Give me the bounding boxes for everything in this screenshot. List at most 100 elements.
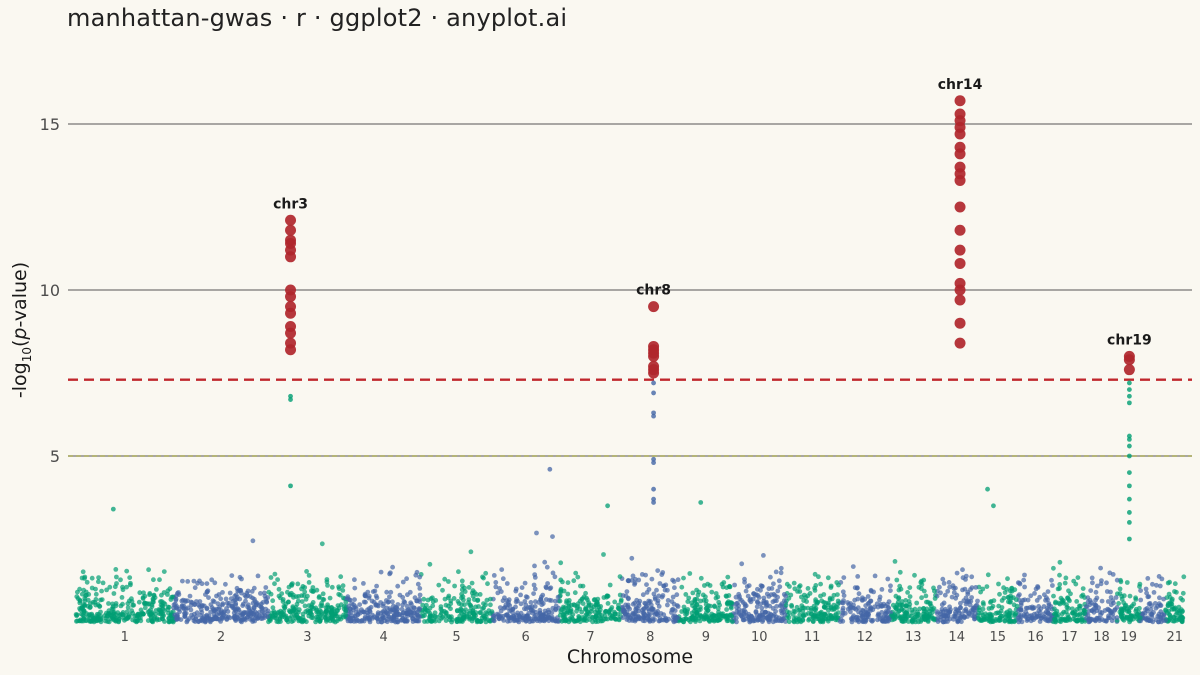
snp-point: [729, 613, 735, 619]
snp-point: [716, 612, 722, 618]
snp-point: [1028, 593, 1034, 599]
snp-point: [758, 601, 763, 607]
snp-point: [1042, 592, 1047, 598]
snp-point: [1137, 615, 1143, 621]
snp-point: [270, 598, 276, 604]
snp-point: [80, 606, 86, 612]
snp-point: [689, 600, 694, 606]
snp-point: [969, 595, 974, 600]
snp-point: [1061, 598, 1066, 604]
snp-point: [906, 619, 911, 624]
snp-point: [924, 613, 930, 619]
snp-point: [784, 581, 790, 587]
snp-point: [317, 594, 322, 599]
snp-point: [160, 603, 166, 609]
snp-point: [703, 606, 709, 611]
snp-point: [976, 607, 982, 613]
snp-point: [1008, 599, 1013, 604]
snp-point: [609, 616, 614, 621]
snp-point: [427, 561, 433, 567]
snp-point: [132, 613, 138, 619]
snp-point: [506, 613, 511, 619]
snp-point: [200, 603, 205, 608]
snp-point: [806, 617, 811, 623]
snp-point: [1057, 559, 1063, 565]
snp-point: [932, 588, 937, 594]
snp-point: [302, 589, 308, 595]
snp-point: [382, 608, 387, 614]
snp-point: [190, 615, 196, 621]
snp-point: [724, 618, 730, 624]
snp-point: [665, 598, 671, 603]
significant-snp-point: [648, 367, 660, 379]
snp-point: [427, 618, 433, 623]
snp-point: [251, 605, 257, 610]
snp-point: [304, 569, 309, 574]
snp-point: [528, 600, 534, 605]
snp-point: [243, 598, 248, 604]
snp-point: [909, 607, 915, 613]
snp-point: [954, 570, 960, 576]
snp-point: [294, 594, 299, 600]
snp-point: [518, 592, 523, 598]
snp-point: [80, 569, 86, 575]
snp-point: [985, 486, 990, 492]
snp-point: [380, 613, 385, 619]
snp-point: [819, 612, 825, 618]
snp-point: [828, 583, 834, 589]
snp-point: [812, 588, 818, 593]
snp-point: [198, 612, 203, 618]
snp-point: [340, 583, 346, 589]
snp-point: [601, 616, 607, 622]
snp-point: [818, 581, 823, 587]
snp-point: [1043, 597, 1048, 603]
snp-point: [417, 586, 423, 591]
snp-point: [1161, 596, 1166, 602]
snp-point: [594, 607, 600, 613]
snp-point: [897, 583, 903, 589]
snp-point: [301, 593, 307, 598]
snp-point: [121, 615, 126, 621]
snp-point: [565, 591, 571, 597]
snp-point: [1173, 612, 1179, 618]
snp-point: [856, 609, 861, 615]
snp-point: [1145, 576, 1151, 581]
snp-point: [1146, 617, 1152, 623]
snp-point: [146, 567, 152, 573]
snp-point: [953, 595, 959, 601]
snp-point: [755, 586, 760, 592]
snp-point: [997, 591, 1002, 597]
snp-point: [864, 612, 869, 617]
snp-point: [140, 611, 146, 617]
snp-point: [367, 606, 372, 611]
snp-point: [999, 598, 1005, 603]
snp-point: [1136, 610, 1142, 615]
snp-point: [761, 600, 767, 606]
snp-point: [1090, 580, 1095, 586]
snp-point: [113, 601, 119, 606]
snp-point: [749, 613, 754, 619]
snp-point: [779, 618, 785, 624]
snp-point: [497, 605, 503, 610]
x-tick-label-6: 6: [522, 630, 530, 645]
snp-point: [759, 612, 765, 618]
snp-point: [506, 602, 511, 607]
x-tick-label-15: 15: [989, 630, 1006, 645]
snp-point: [172, 612, 178, 618]
chart-title: manhattan-gwas · r · ggplot2 · anyplot.a…: [67, 4, 568, 32]
snp-point: [557, 598, 563, 604]
snp-point: [643, 572, 648, 578]
snp-point: [1179, 619, 1185, 625]
snp-point: [605, 593, 611, 599]
snp-point: [491, 573, 497, 578]
snp-point: [394, 612, 400, 618]
snp-point: [690, 590, 696, 596]
snp-point: [856, 591, 862, 597]
snp-point: [840, 589, 846, 595]
snp-point: [972, 610, 978, 616]
snp-point: [1018, 600, 1024, 606]
snp-point: [236, 588, 242, 593]
snp-point: [420, 602, 426, 608]
snp-point: [138, 607, 144, 613]
snp-point: [126, 614, 132, 620]
